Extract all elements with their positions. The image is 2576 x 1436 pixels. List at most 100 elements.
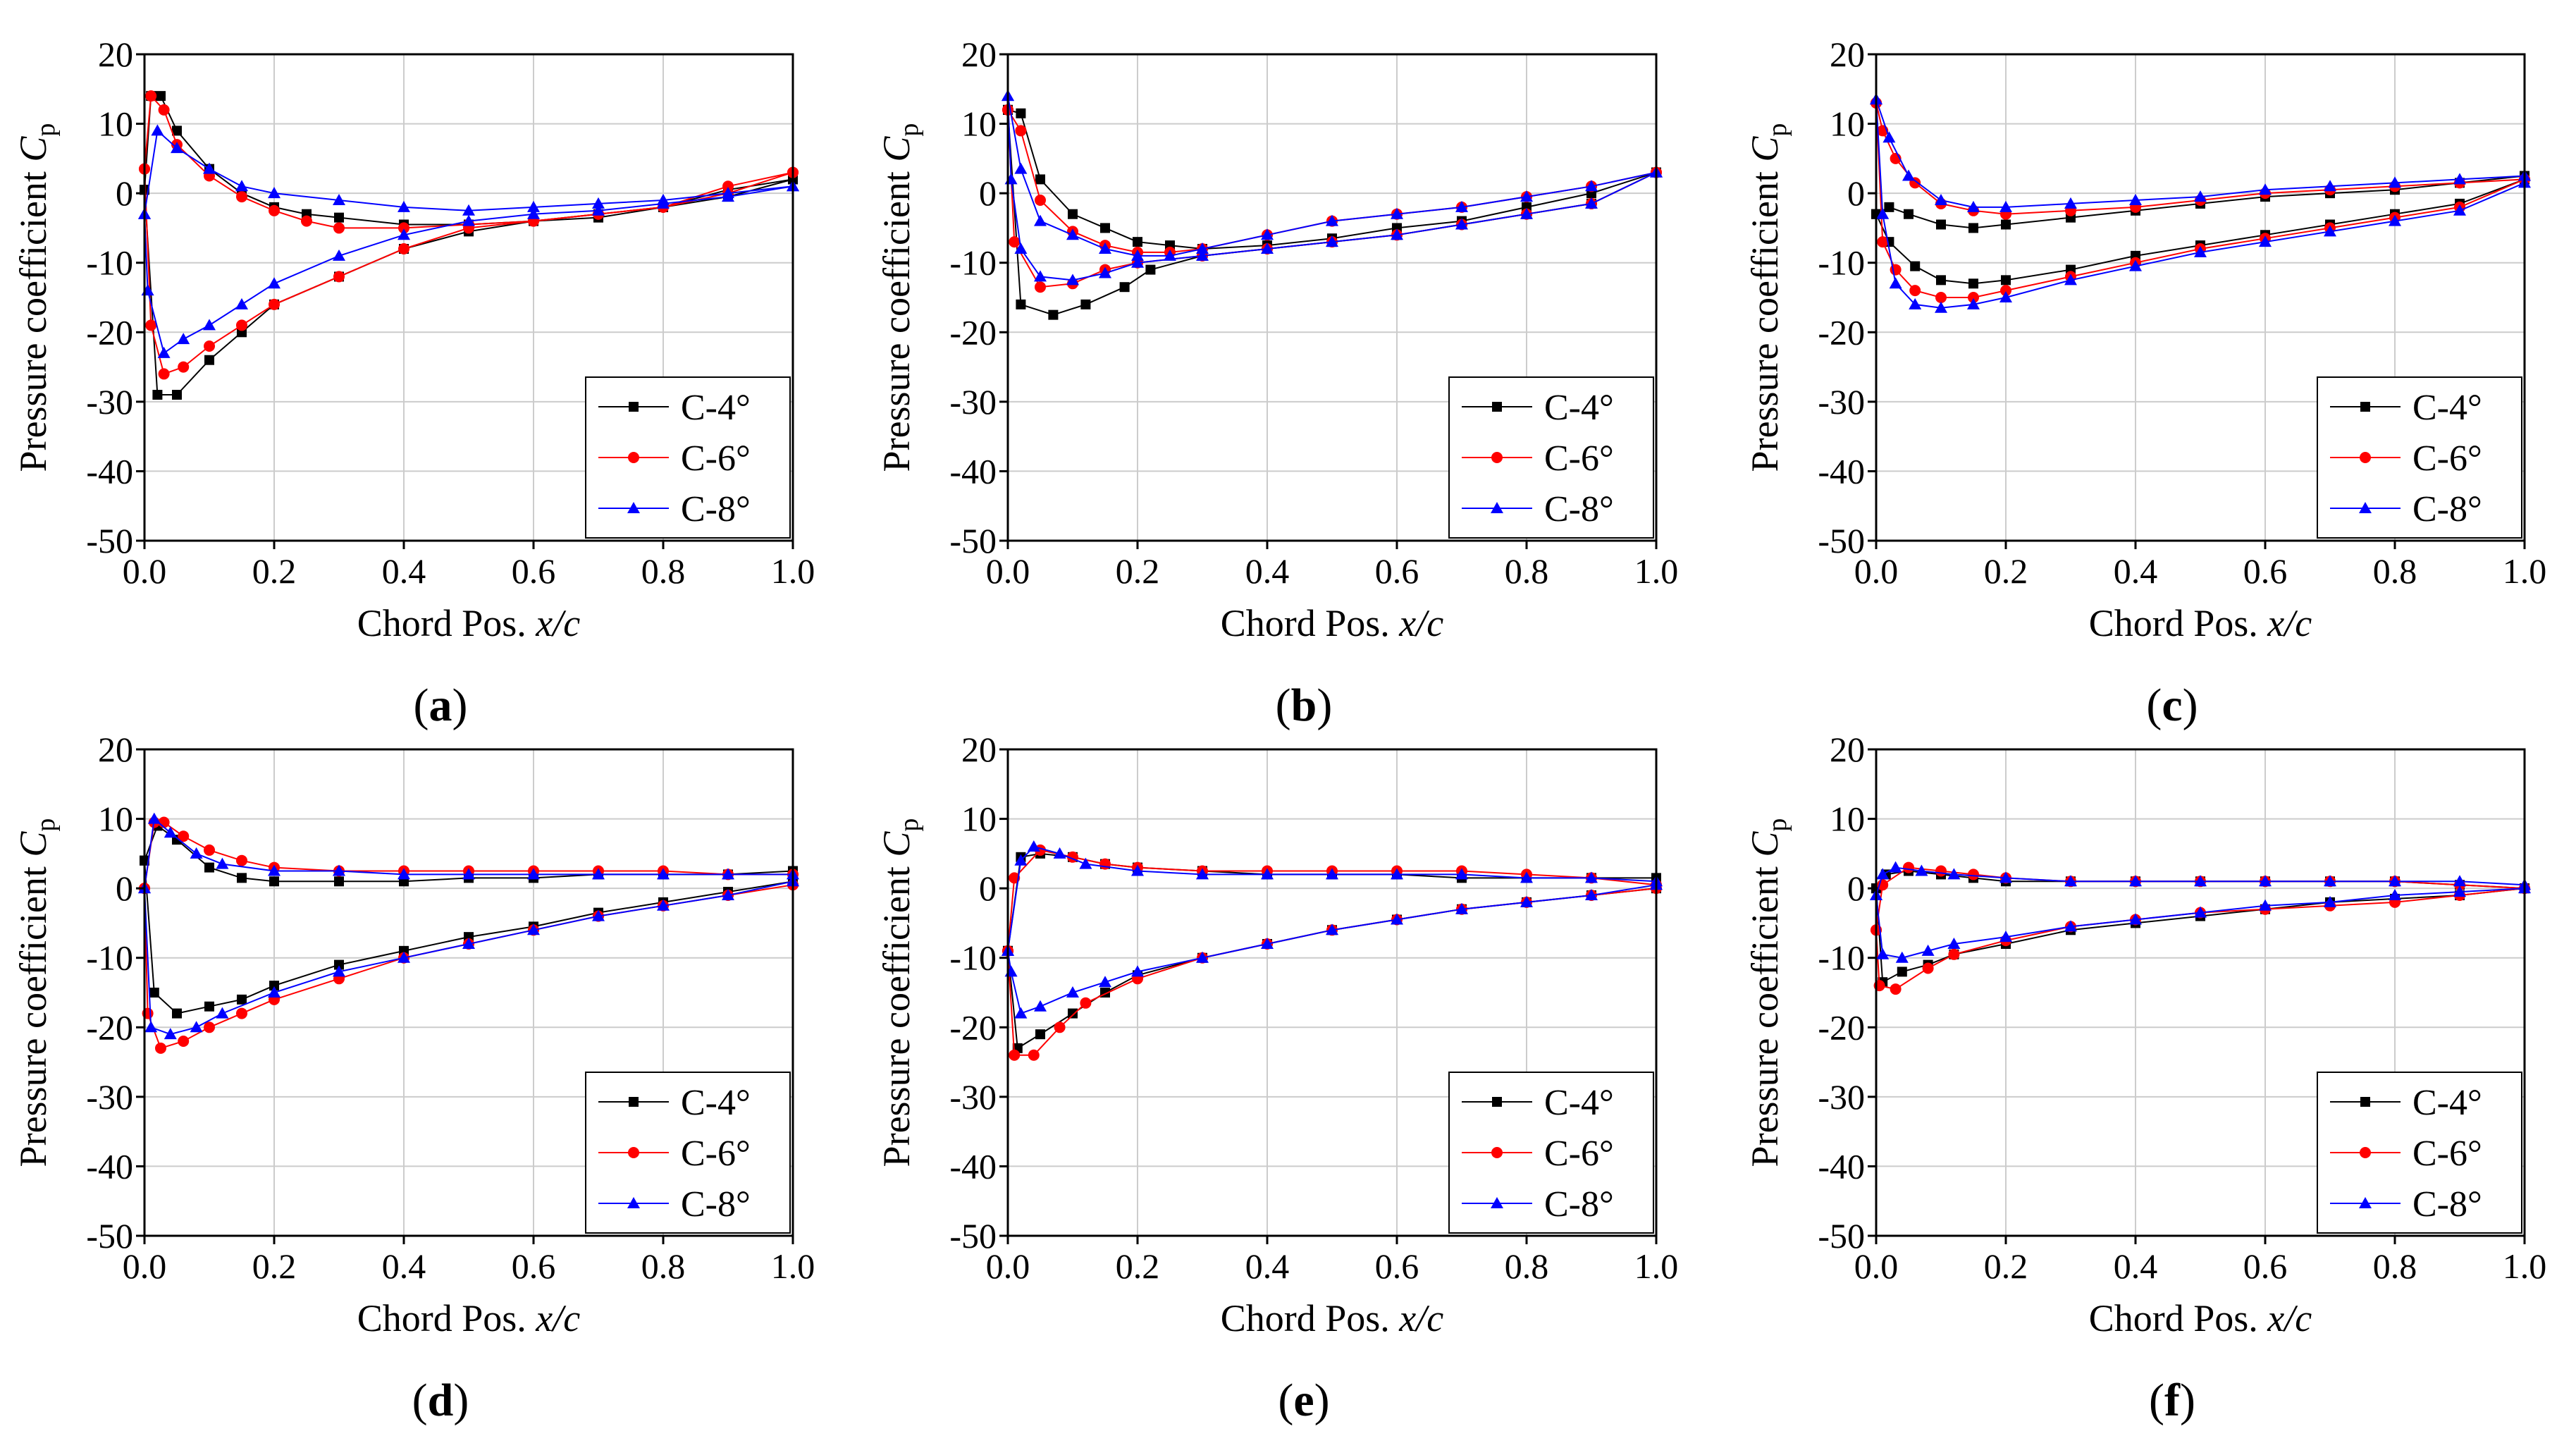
x-tick-label: 0.8 [641, 551, 686, 591]
data-point [1455, 868, 1468, 880]
legend-label: C-4° [681, 388, 751, 428]
legend-label: C-6° [2412, 438, 2482, 479]
data-point [1261, 228, 1274, 240]
data-point [145, 319, 157, 331]
y-tick-label: -30 [1818, 382, 1865, 422]
data-point [1455, 218, 1468, 230]
data-point [2324, 895, 2336, 907]
data-point [2000, 285, 2011, 297]
data-point [2001, 219, 2011, 230]
x-tick-label: 0.6 [1375, 1246, 1419, 1286]
data-point [1922, 962, 1934, 974]
data-point [1936, 219, 1946, 230]
x-tick-label: 0.8 [2373, 551, 2417, 591]
y-tick-label: 10 [1830, 799, 1865, 839]
data-point [1921, 944, 1935, 956]
legend-marker [628, 1147, 639, 1158]
data-point [657, 868, 670, 880]
data-point [269, 981, 279, 991]
x-tick-label: 0.4 [1245, 551, 1290, 591]
y-axis-label: Pressure coefficient Cp [875, 818, 924, 1167]
data-point [1909, 285, 1921, 297]
data-point [1391, 228, 1403, 240]
series-circle [139, 90, 799, 380]
series-line [144, 880, 794, 1036]
y-tick-label: -20 [1818, 312, 1865, 352]
x-axis-label: Chord Pos. x/c [2089, 1297, 2312, 1339]
data-point [1999, 871, 2012, 883]
data-point [151, 124, 164, 136]
series-square [1003, 104, 1661, 320]
legend-marker [627, 502, 640, 513]
data-point [1455, 902, 1468, 914]
data-point [1520, 895, 1533, 907]
series-square [140, 91, 798, 400]
data-point [1048, 309, 1059, 320]
legend-marker [1491, 1147, 1503, 1158]
series-line [1875, 866, 2525, 896]
plot-frame [1006, 53, 1658, 542]
data-point [1968, 292, 1979, 303]
x-tick-label: 0.2 [252, 1246, 297, 1286]
data-point [1145, 264, 1156, 275]
data-point [2064, 875, 2077, 887]
data-point [398, 868, 410, 880]
data-point [333, 965, 345, 977]
series-triangle [138, 124, 799, 358]
x-tick-label: 0.8 [641, 1246, 686, 1286]
data-point [171, 142, 183, 154]
data-point [164, 1028, 177, 1040]
data-point [2259, 875, 2272, 887]
legend: C-4° C-6° C-8° [1448, 376, 1654, 539]
x-axis-label: Chord Pos. x/c [2089, 602, 2312, 644]
x-tick-label: 0.0 [986, 1246, 1030, 1286]
series-line [1007, 888, 1657, 1056]
x-tick-label: 0.2 [252, 551, 297, 591]
data-point [1910, 261, 1921, 271]
data-point [158, 368, 170, 380]
legend-label: C-6° [1544, 438, 1614, 479]
data-point [1895, 951, 1909, 963]
data-point [2259, 235, 2272, 247]
data-point [158, 104, 170, 116]
y-tick-label: -10 [86, 243, 133, 283]
data-point [333, 271, 345, 283]
legend-label: C-6° [681, 1134, 751, 1174]
series-line [1875, 888, 2525, 983]
y-axis-label: Pressure coefficient Cp [12, 123, 61, 472]
data-point [2194, 906, 2207, 918]
data-point [592, 204, 605, 216]
data-point [2064, 274, 2077, 286]
data-point [2389, 176, 2401, 188]
data-point [1035, 195, 1046, 206]
data-point [1889, 277, 1902, 289]
data-point [269, 876, 279, 887]
y-tick-label: -40 [1818, 1146, 1865, 1186]
x-tick-label: 0.0 [1854, 1246, 1899, 1286]
data-point [462, 938, 475, 949]
series-square [1871, 171, 2529, 289]
data-point [1004, 965, 1018, 977]
y-tick-label: -50 [86, 1216, 133, 1256]
series-line [1875, 888, 2525, 990]
y-axis-label: Pressure coefficient Cp [1744, 818, 1792, 1167]
data-point [190, 1021, 203, 1033]
data-point [2324, 225, 2336, 237]
legend-label: C-6° [2412, 1134, 2482, 1174]
data-point [269, 204, 280, 216]
y-tick-label: -20 [949, 312, 997, 352]
series-circle [1002, 104, 1662, 293]
data-point [172, 125, 182, 136]
y-tick-label: -10 [949, 243, 997, 283]
data-point [1876, 868, 1890, 880]
x-axis-label: Chord Pos. x/c [1221, 1297, 1444, 1339]
data-point [398, 200, 410, 212]
data-point [462, 204, 475, 216]
y-tick-label: 10 [961, 104, 997, 144]
data-point [1967, 200, 1980, 212]
data-point [1520, 871, 1533, 883]
data-point [203, 319, 216, 331]
y-tick-label: -40 [949, 1146, 997, 1186]
data-point [1391, 913, 1403, 925]
y-tick-label: 10 [98, 104, 133, 144]
